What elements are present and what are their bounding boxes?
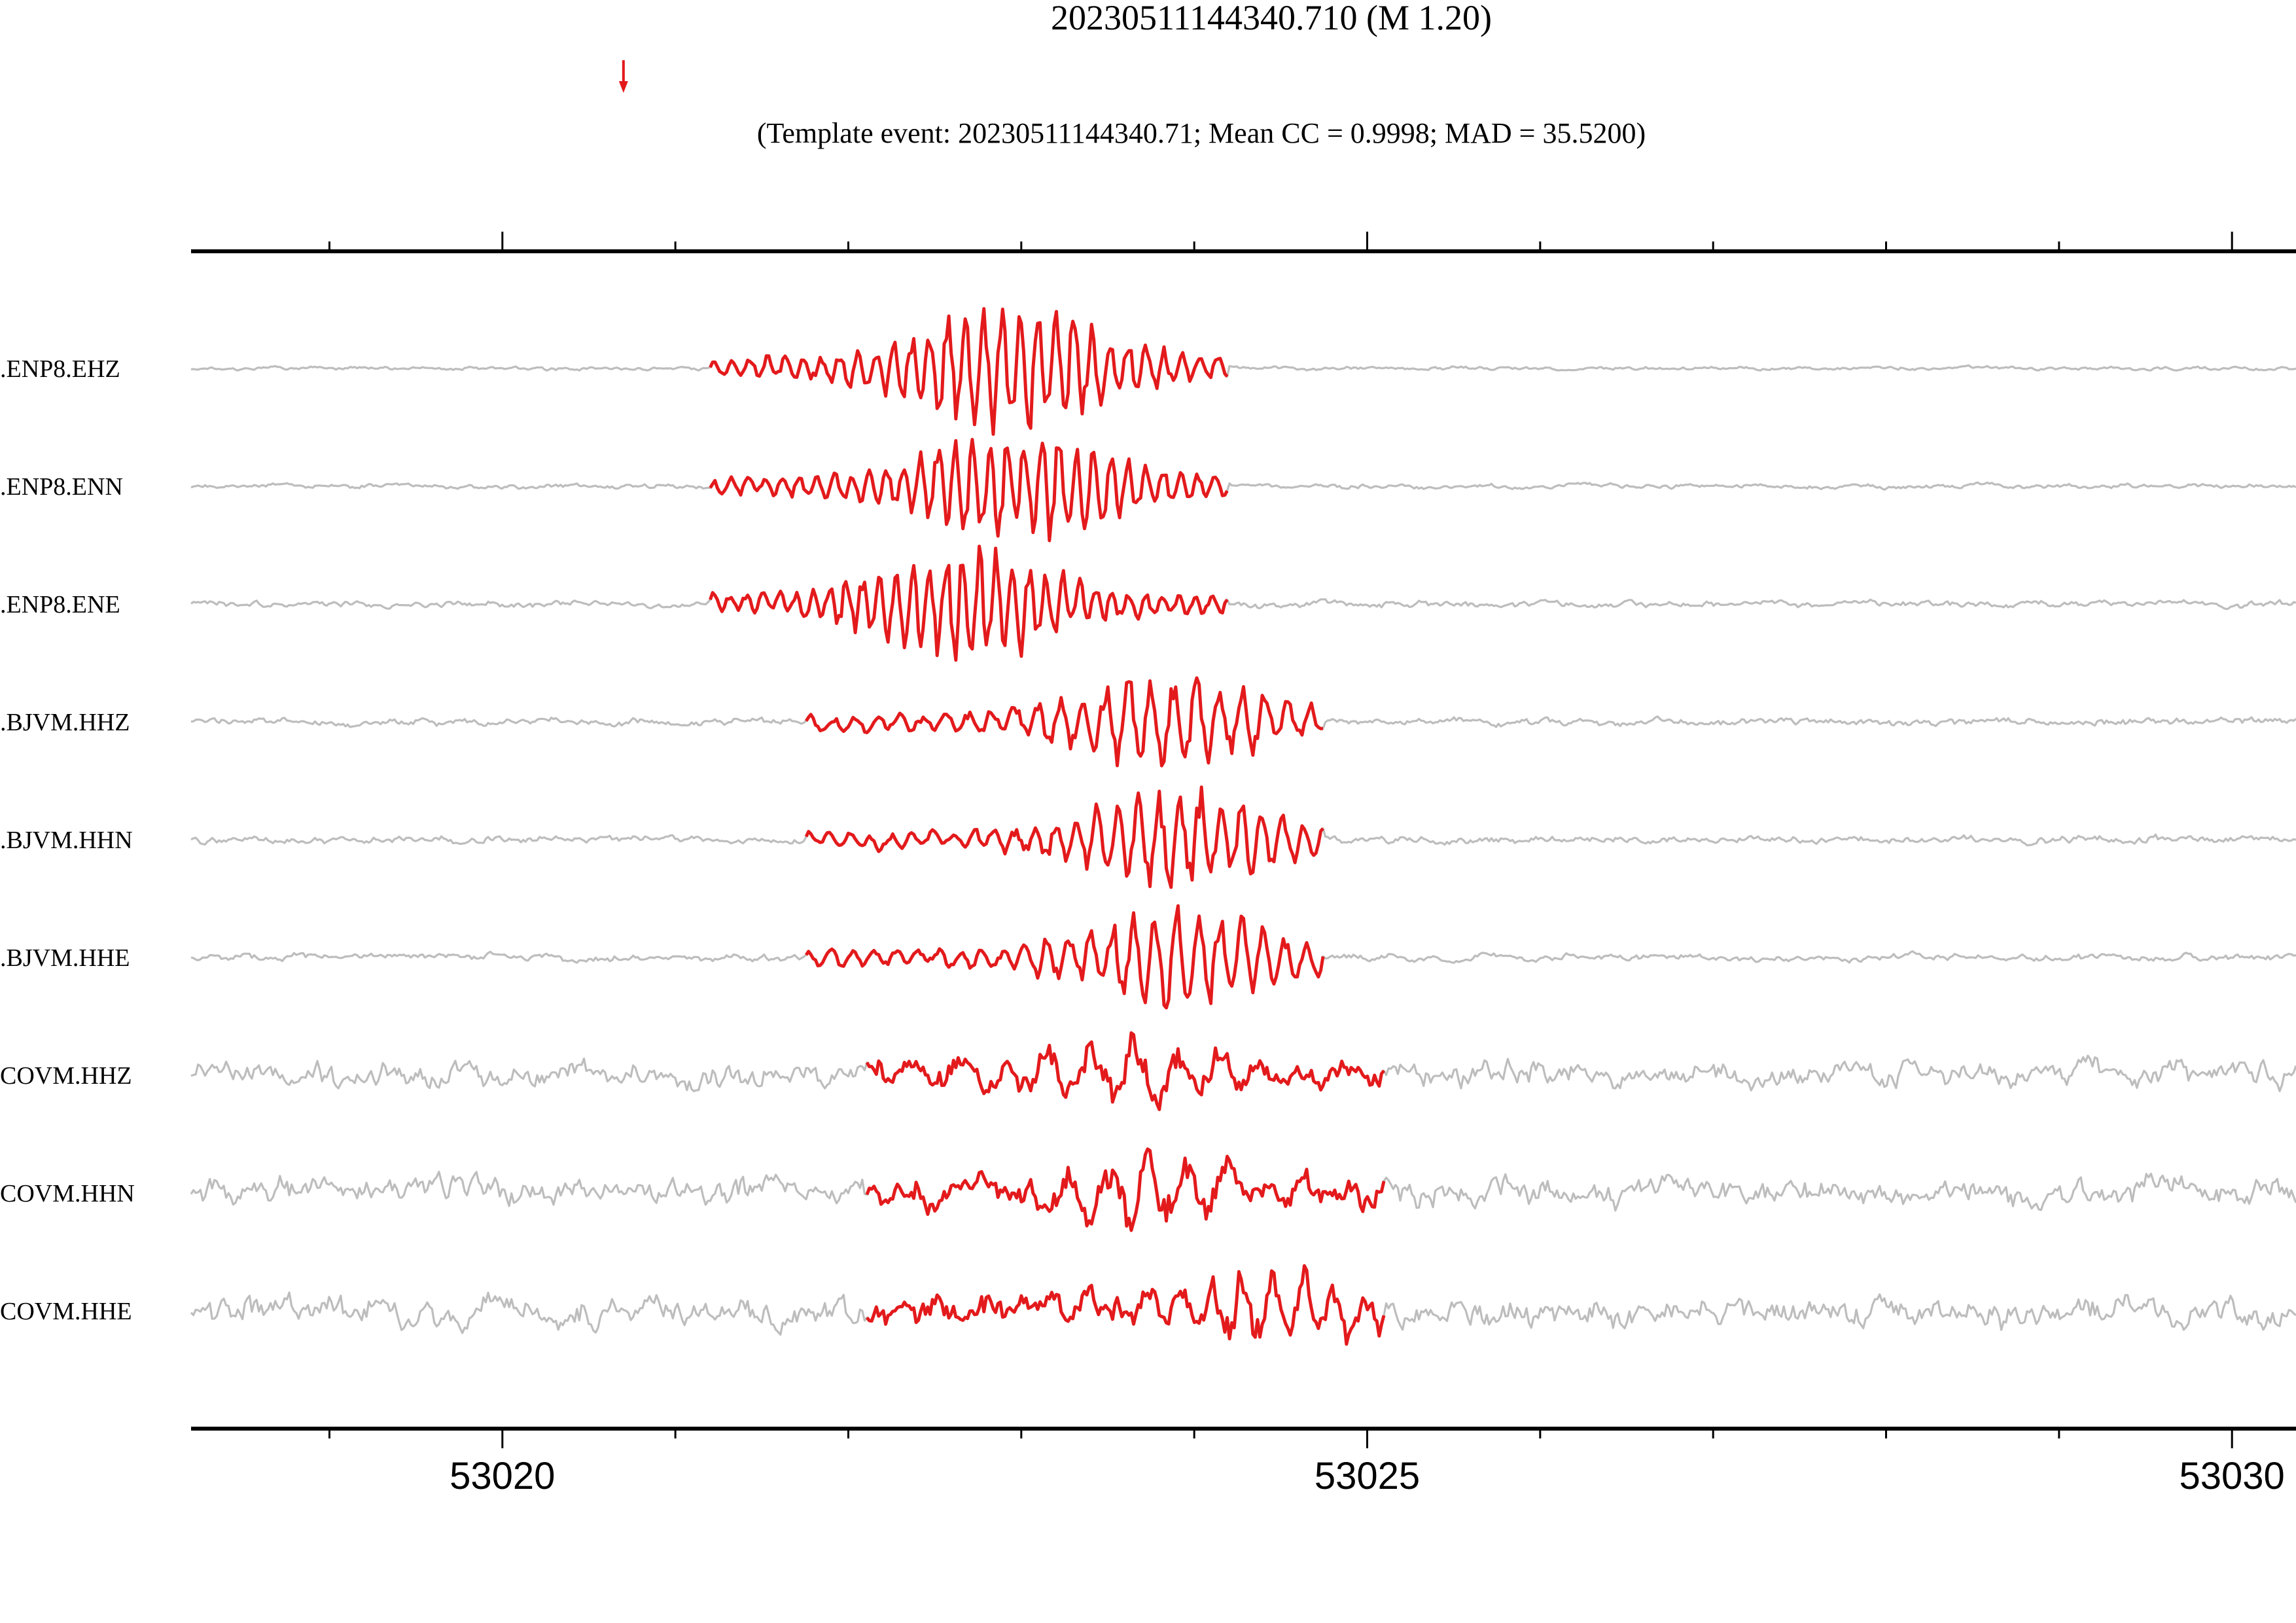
detection-trace [865, 1031, 1385, 1111]
detection-trace [804, 676, 1324, 768]
trace-label: .ENP8.ENE [0, 591, 120, 618]
event-marker [618, 60, 628, 93]
down-arrow-head-icon [618, 81, 628, 93]
trace-label: .ENP8.ENN [0, 473, 123, 501]
trace-label: .BJVM.HHE [0, 944, 130, 972]
trace-label: .ENP8.EHZ [0, 355, 120, 383]
detection-trace [865, 1147, 1386, 1232]
background-trace [190, 545, 2296, 662]
detection-trace [709, 307, 1229, 436]
trace-label: COVM.HHE [0, 1298, 132, 1325]
x-tick-label: 53020 [450, 1455, 555, 1497]
background-trace [190, 438, 2296, 542]
detection-trace [866, 1264, 1386, 1346]
detection-trace [709, 438, 1229, 543]
chart-title: 20230511144340.710 (M 1.20) [1051, 0, 1492, 37]
x-tick-label: 53030 [2180, 1455, 2285, 1497]
detection-trace [804, 785, 1324, 889]
background-trace [190, 786, 2296, 889]
trace-label: .BJVM.HHN [0, 827, 133, 854]
trace-label: .BJVM.HHZ [0, 709, 130, 736]
chart-subtitle: (Template event: 20230511144340.71; Mean… [757, 117, 1646, 149]
trace-label: COVM.HHN [0, 1180, 135, 1207]
axis-ticks: 53020 53025 53030 [328, 232, 2285, 1497]
trace-label: COVM.HHZ [0, 1062, 132, 1090]
detection-trace [709, 544, 1229, 662]
detection-trace [805, 904, 1325, 1010]
background-trace [190, 1264, 2296, 1346]
background-trace [190, 308, 2296, 436]
background-trace [190, 1031, 2296, 1111]
trace-group [190, 307, 2296, 1346]
x-tick-label: 53025 [1315, 1455, 1420, 1497]
trace-labels: .ENP8.EHZ .ENP8.ENN .ENP8.ENE .BJVM.HHZ .BJV… [0, 355, 135, 1325]
